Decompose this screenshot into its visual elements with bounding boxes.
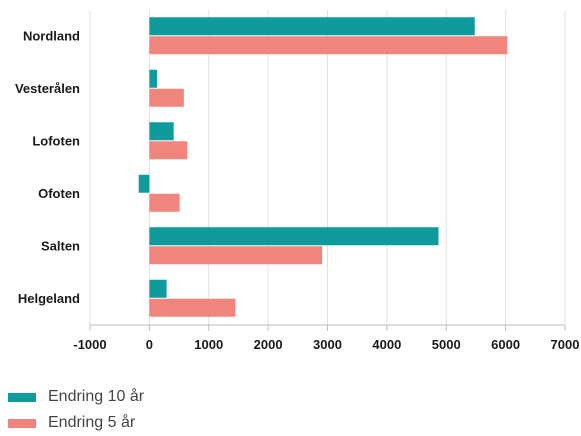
legend-swatch-series-2 bbox=[8, 418, 36, 428]
bar-series-2[interactable] bbox=[149, 193, 180, 212]
bar-series-2[interactable] bbox=[149, 88, 184, 107]
bar-series-2[interactable] bbox=[149, 141, 188, 160]
x-tick-label: 1000 bbox=[194, 337, 223, 352]
x-tick-label: 5000 bbox=[432, 337, 461, 352]
x-tick-label: 3000 bbox=[313, 337, 342, 352]
legend-label-series-2: Endring 5 år bbox=[48, 414, 136, 431]
bar-series-1[interactable] bbox=[149, 279, 167, 298]
x-tick-label: 4000 bbox=[372, 337, 401, 352]
bar-series-2[interactable] bbox=[149, 246, 323, 265]
category-labels: Nordland Vesterålen Lofoten Ofoten Salten Hel… bbox=[15, 28, 80, 306]
x-tick-label: 0 bbox=[146, 337, 153, 352]
bar-series-2[interactable] bbox=[149, 36, 508, 55]
category-label: Ofoten bbox=[38, 186, 80, 201]
legend-label-series-1: Endring 10 år bbox=[48, 388, 145, 405]
x-tick-label: 2000 bbox=[254, 337, 283, 352]
category-label: Salten bbox=[41, 238, 80, 253]
bar-chart: -1000 0 1000 2000 3000 4000 5000 6000 7000 Nordl… bbox=[15, 10, 579, 352]
bar-series-1[interactable] bbox=[149, 69, 158, 88]
legend: Endring 10 år Endring 5 år bbox=[8, 384, 144, 436]
legend-item-series-2[interactable]: Endring 5 år bbox=[8, 410, 144, 436]
x-tick-label: 6000 bbox=[491, 337, 520, 352]
x-tick-label: 7000 bbox=[551, 337, 580, 352]
bars bbox=[138, 17, 508, 317]
category-label: Vesterålen bbox=[15, 81, 80, 96]
bar-series-1[interactable] bbox=[138, 174, 150, 193]
category-label: Nordland bbox=[23, 28, 80, 43]
bar-series-1[interactable] bbox=[149, 17, 475, 36]
x-axis-ticks: -1000 0 1000 2000 3000 4000 5000 6000 7000 bbox=[73, 325, 579, 352]
x-tick-label: -1000 bbox=[73, 337, 106, 352]
bar-series-1[interactable] bbox=[149, 122, 174, 141]
bar-series-1[interactable] bbox=[149, 227, 439, 246]
category-label: Lofoten bbox=[32, 133, 80, 148]
legend-item-series-1[interactable]: Endring 10 år bbox=[8, 384, 144, 410]
grid-lines bbox=[89, 10, 566, 325]
bar-series-2[interactable] bbox=[149, 298, 236, 317]
legend-swatch-series-1 bbox=[8, 392, 36, 402]
category-label: Helgeland bbox=[18, 291, 80, 306]
